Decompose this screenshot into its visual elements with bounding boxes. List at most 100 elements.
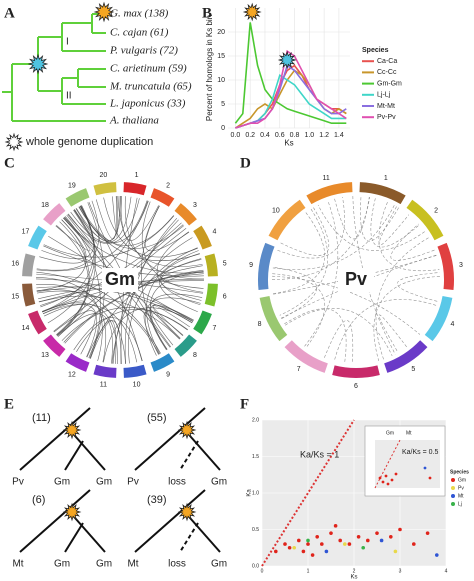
y-tick-label: 10	[217, 77, 225, 84]
synteny-link	[144, 205, 190, 252]
point	[412, 542, 416, 546]
synteny-link	[277, 197, 345, 259]
chromosome-label: 17	[22, 229, 30, 236]
inset-line	[374, 439, 401, 489]
chromosome-label: 15	[11, 293, 19, 300]
chromosome-arc	[284, 340, 328, 373]
chromosome-label: 6	[354, 383, 358, 390]
chromosome-label: 1	[135, 172, 139, 179]
y-tick-label: 0.5	[252, 527, 259, 533]
chromosome-arc	[93, 364, 117, 378]
point	[347, 542, 352, 546]
tree-branch	[134, 407, 206, 471]
chromosome-arc	[65, 353, 90, 372]
synteny-link	[57, 221, 90, 337]
synteny-link	[378, 202, 440, 271]
legend-label: Mt	[458, 493, 464, 499]
x-tick-label: 0.6	[275, 132, 285, 139]
synteny-link	[390, 223, 435, 261]
wgd-icon	[62, 420, 82, 440]
leaf-label: Gm	[211, 477, 227, 488]
synteny-link	[44, 304, 97, 358]
synteny-link	[142, 201, 204, 293]
taxon-label: C. cajan (61)	[110, 27, 169, 39]
point	[287, 545, 292, 550]
panel-label: F	[240, 396, 249, 412]
chromosome-arc	[43, 334, 66, 357]
leaf-label: Gm	[96, 477, 112, 488]
synteny-link	[65, 216, 101, 359]
synteny-link	[36, 277, 103, 362]
leaf-label: Gm	[54, 559, 70, 570]
series-line	[235, 64, 347, 129]
point	[283, 542, 287, 546]
point	[320, 542, 324, 546]
chromosome-label: 6	[223, 293, 227, 300]
legend-label: Lj	[458, 501, 462, 507]
synteny-link	[360, 196, 399, 242]
synteny-link	[146, 250, 199, 355]
tree-branch	[179, 440, 199, 471]
leaf-label: Pv	[127, 477, 139, 488]
point	[393, 549, 398, 554]
point	[379, 538, 384, 543]
synteny-link	[280, 207, 330, 256]
y-axis-label: Ka	[247, 489, 253, 497]
inset-point	[428, 476, 432, 480]
x-tick-label: 0	[261, 568, 264, 574]
chromosome-label: 3	[193, 202, 197, 209]
panel-label: D	[240, 155, 251, 171]
chromosome-arc	[28, 225, 47, 250]
clade-label: II	[66, 91, 72, 102]
chromosome-label: 9	[249, 262, 253, 269]
chromosome-label: 13	[41, 352, 49, 359]
chromosome-arc	[150, 353, 175, 372]
synteny-link	[378, 206, 410, 246]
point	[333, 524, 338, 528]
tree-branch	[64, 522, 84, 553]
panel-label: B	[202, 5, 212, 21]
y-tick-label: 1.5	[252, 454, 259, 460]
chromosome-arc	[22, 253, 36, 277]
legend-label: Lj-Lj	[377, 92, 391, 99]
point	[315, 535, 320, 539]
tree-branch	[64, 440, 84, 471]
chromosome-arc	[123, 364, 147, 378]
synteny-link	[143, 311, 184, 355]
synteny-link	[272, 273, 325, 348]
chromosome-label: 8	[258, 321, 262, 328]
synteny-link	[272, 266, 317, 319]
x-axis-label: Ks	[350, 575, 357, 581]
tree-branch	[134, 489, 206, 553]
leaf-label: Gm	[211, 559, 227, 570]
event-count: (39)	[147, 494, 167, 506]
tree-branch	[19, 407, 91, 471]
y-axis-label: Percent of homologs in Ks bin	[205, 15, 214, 121]
synteny-link	[78, 206, 200, 261]
synteny-link	[56, 205, 96, 336]
point	[306, 538, 310, 543]
chromosome-arc	[93, 182, 117, 196]
inset-plot	[375, 440, 440, 488]
legend-swatch	[451, 486, 455, 490]
synteny-link	[61, 307, 188, 341]
x-tick-label: 0.4	[260, 132, 270, 139]
point	[389, 535, 393, 539]
legend-label: Pv	[458, 485, 464, 491]
synteny-link	[36, 290, 160, 355]
point	[361, 545, 366, 550]
inset-point	[378, 476, 382, 480]
chromosome-label: 5	[411, 366, 415, 373]
taxon-label: M. truncatula (65)	[109, 81, 192, 93]
taxon-label: C. arietinum (59)	[110, 63, 187, 75]
chromosome-arc	[424, 295, 453, 342]
x-tick-label: 1.4	[334, 132, 344, 139]
wgd-icon	[62, 502, 82, 522]
chromosome-label: 14	[22, 325, 30, 332]
synteny-link	[78, 206, 174, 246]
legend-label: Ca-Ca	[377, 58, 397, 65]
leaf-label: Mt	[127, 559, 138, 570]
chromosome-arc	[123, 182, 147, 196]
chromosome-arc	[43, 203, 66, 226]
